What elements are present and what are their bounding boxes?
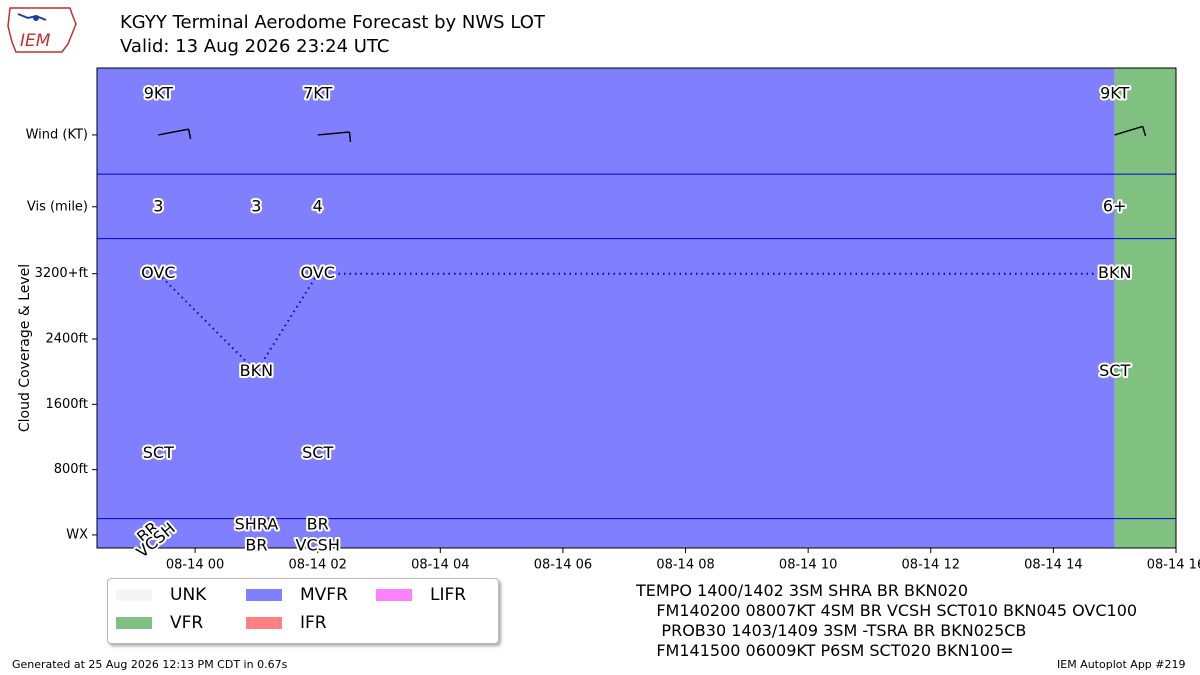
cloud-coverage-label: OVC — [141, 263, 175, 282]
legend-item-mvfr: MVFR — [246, 585, 348, 605]
wind-speed-label: 9KT — [1100, 84, 1129, 103]
x-tick-label: 08-14 06 — [534, 558, 592, 573]
y-tick-label: Vis (mile) — [27, 199, 88, 214]
taf-line: FM141500 06009KT P6SM SCT020 BKN100= — [636, 641, 1014, 660]
x-tick-label: 08-14 10 — [779, 558, 837, 573]
cloud-coverage-label: SCT — [143, 443, 174, 462]
legend-label: IFR — [300, 613, 327, 633]
taf-text-block: TEMPO 1400/1402 3SM SHRA BR BKN020 FM140… — [636, 581, 1137, 661]
legend-item-ifr: IFR — [246, 613, 327, 633]
x-tick-label: 08-14 02 — [288, 558, 346, 573]
category-band — [1114, 68, 1176, 548]
legend-item-vfr: VFR — [116, 613, 203, 633]
y-axis-label: Cloud Coverage & Level — [17, 264, 33, 432]
legend-swatch — [246, 617, 282, 629]
legend-swatch — [116, 589, 152, 601]
y-tick-label: 3200+ft — [35, 266, 88, 281]
y-tick-label: 2400ft — [45, 332, 88, 347]
chart-title: KGYY Terminal Aerodome Forecast by NWS L… — [120, 12, 545, 33]
x-tick-label: 08-14 16 — [1147, 558, 1200, 573]
y-tick-label: 800ft — [54, 462, 88, 477]
wind-barb-flag — [1141, 126, 1147, 137]
weather-label: BR — [307, 514, 329, 533]
x-tick-label: 08-14 00 — [166, 558, 224, 573]
legend-label: LIFR — [430, 585, 467, 605]
wind-barb-flag — [348, 131, 352, 143]
legend-item-lifr: LIFR — [376, 585, 466, 605]
cloud-coverage-label: SCT — [302, 443, 333, 462]
x-tick-label: 08-14 04 — [411, 558, 469, 573]
x-tick-label: 08-14 08 — [656, 558, 714, 573]
taf-line: PROB30 1403/1409 3SM -TSRA BR BKN025CB — [636, 621, 1027, 640]
cloud-coverage-label: OVC — [300, 263, 334, 282]
y-tick-label: WX — [66, 527, 88, 542]
cloud-coverage-label: BKN — [1098, 263, 1131, 282]
legend-label: UNK — [170, 585, 207, 605]
legend-swatch — [376, 589, 412, 601]
y-tick-label: 1600ft — [45, 397, 88, 412]
iem-logo: IEM — [7, 7, 77, 53]
y-tick-label: Wind (KT) — [26, 127, 88, 142]
logo-text: IEM — [20, 31, 51, 51]
legend-item-unk: UNK — [116, 585, 206, 605]
weather-label: BR — [245, 535, 267, 554]
taf-line: FM140200 08007KT 4SM BR VCSH SCT010 BKN0… — [636, 601, 1138, 620]
taf-line: TEMPO 1400/1402 3SM SHRA BR BKN020 — [636, 581, 968, 600]
legend-label: MVFR — [300, 585, 348, 605]
weather-label: SHRA — [235, 514, 279, 533]
chart-subtitle: Valid: 13 Aug 2026 23:24 UTC — [120, 36, 390, 57]
legend-swatch — [116, 617, 152, 629]
wind-barb — [158, 128, 189, 136]
visibility-label: 4 — [313, 196, 323, 215]
wind-barb — [1114, 125, 1143, 136]
visibility-label: 3 — [251, 196, 261, 215]
category-band — [97, 68, 1115, 548]
wind-barb — [317, 131, 350, 136]
x-tick-label: 08-14 14 — [1024, 558, 1082, 573]
legend-swatch — [246, 589, 282, 601]
wind-speed-label: 7KT — [303, 84, 332, 103]
wind-speed-label: 9KT — [144, 84, 173, 103]
visibility-label: 6+ — [1103, 196, 1127, 215]
weather-label: VCSH — [296, 535, 340, 554]
x-tick-label: 08-14 12 — [902, 558, 960, 573]
app-footer: IEM Autoplot App #219 — [1057, 658, 1186, 671]
legend-label: VFR — [170, 613, 204, 633]
cloud-coverage-label: SCT — [1099, 361, 1130, 380]
cloud-coverage-label: BKN — [240, 361, 273, 380]
plot-frame — [96, 67, 1177, 549]
visibility-label: 3 — [153, 196, 163, 215]
generated-footer: Generated at 25 Aug 2026 12:13 PM CDT in… — [12, 658, 288, 671]
wind-barb-flag — [187, 128, 192, 140]
flight-category-legend: UNK VFR MVFR IFR LIFR — [107, 578, 499, 644]
